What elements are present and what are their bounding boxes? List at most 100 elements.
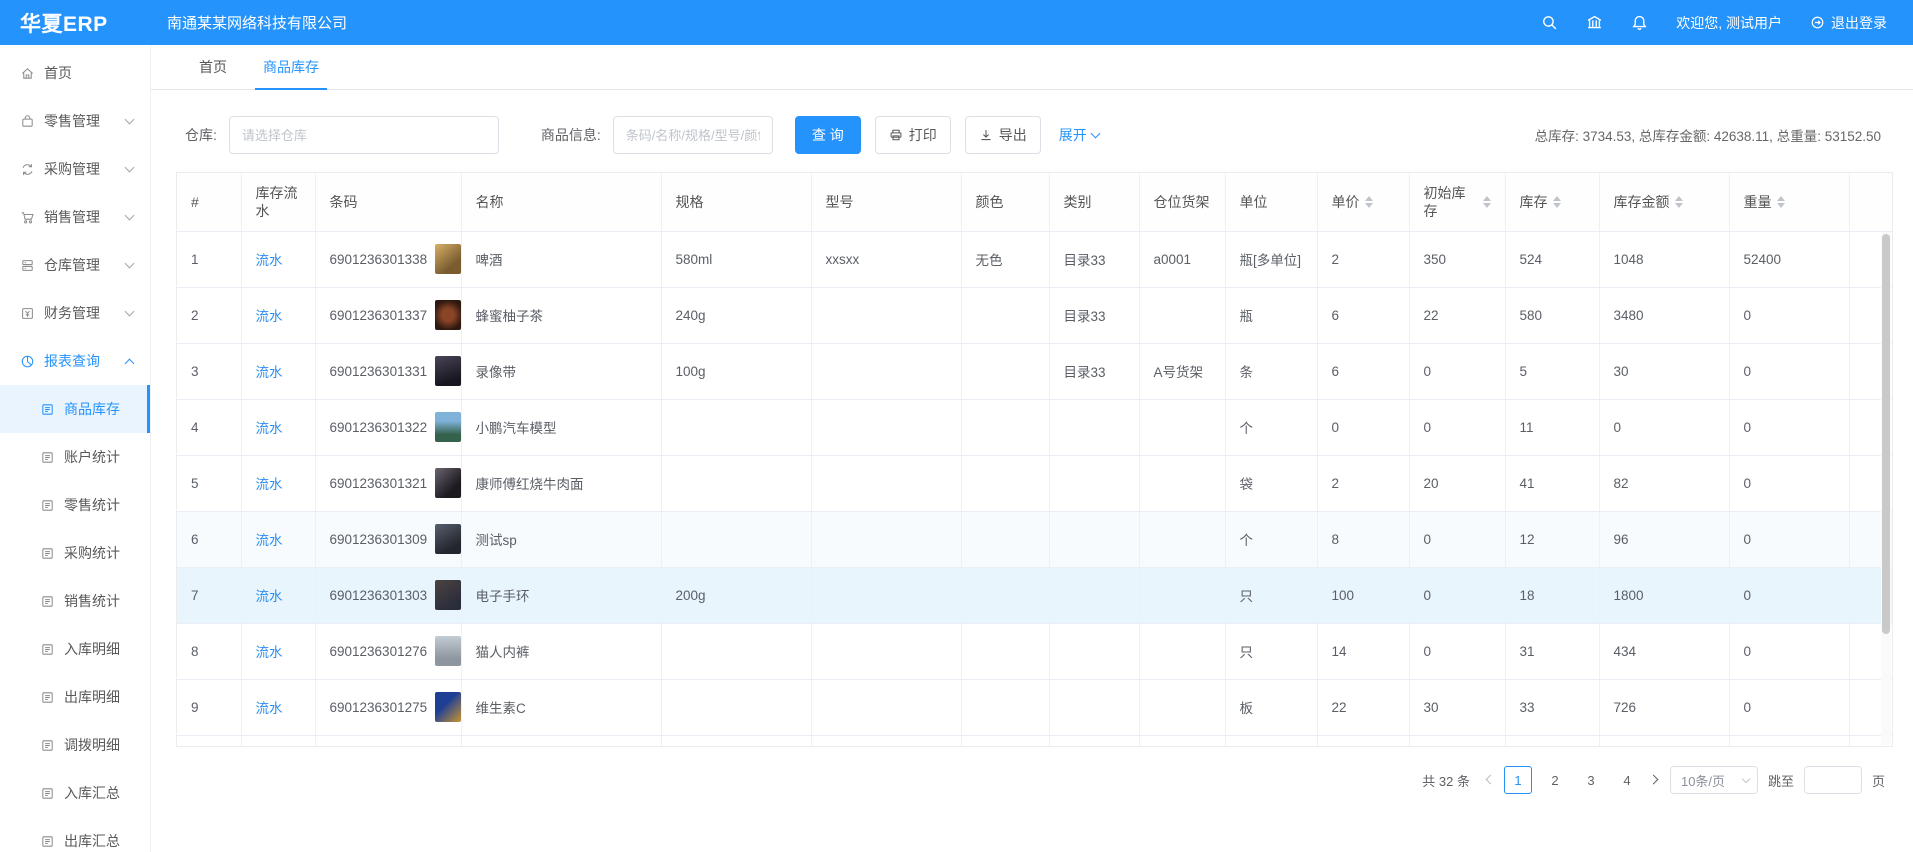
search-icon[interactable] — [1541, 14, 1558, 31]
stock-flow-link[interactable]: 流水 — [255, 701, 283, 716]
sidebar-menu-icon — [20, 162, 35, 177]
stock-flow-link[interactable]: 流水 — [255, 253, 283, 268]
column-header[interactable]: 库存流水 — [241, 173, 316, 232]
prev-page-button[interactable] — [1484, 774, 1496, 785]
sidebar-submenu-item[interactable]: 调拨明细 — [0, 721, 150, 769]
sort-caret-icon[interactable] — [1364, 195, 1373, 208]
column-header[interactable]: 颜色 — [961, 173, 1050, 232]
page-number-button[interactable]: 3 — [1587, 772, 1595, 788]
column-header[interactable]: 单位 — [1225, 173, 1318, 232]
product-name: 维生素C — [461, 679, 662, 736]
jump-page-input[interactable] — [1803, 766, 1862, 794]
sidebar-menu-item[interactable]: 零售管理 — [0, 97, 150, 145]
page-size-select[interactable]: 10条/页 — [1669, 766, 1758, 794]
sidebar-menu-item[interactable]: 采购管理 — [0, 145, 150, 193]
product-category: 目录33 — [1049, 231, 1140, 288]
page-number-button[interactable]: 2 — [1551, 772, 1559, 788]
welcome-user-text: 欢迎您, 测试用户 — [1676, 14, 1782, 31]
filter-bar: 仓库: 商品信息: 查 询 打印 导出 展开 — [185, 115, 1883, 155]
stock-flow-link[interactable]: 流水 — [255, 589, 283, 604]
sidebar-submenu-item[interactable]: 出库明细 — [0, 673, 150, 721]
page-number-button[interactable]: 4 — [1623, 772, 1631, 788]
sidebar-menu-item[interactable]: 仓库管理 — [0, 241, 150, 289]
column-header[interactable]: 条码 — [315, 173, 462, 232]
column-header[interactable]: 型号 — [811, 173, 962, 232]
table-row[interactable]: 6 流水 6901236301309 测试sp 个 8 — [177, 511, 1892, 568]
product-thumbnail[interactable] — [435, 636, 460, 666]
stock-flow-link[interactable]: 流水 — [255, 645, 283, 660]
sidebar-menu-item[interactable]: 销售管理 — [0, 193, 150, 241]
sidebar-menu-item[interactable]: 报表查询 — [0, 337, 150, 385]
sort-caret-icon[interactable] — [1482, 195, 1491, 208]
sidebar-menu-item[interactable]: 财务管理 — [0, 289, 150, 337]
sidebar-submenu-item[interactable]: 商品库存 — [0, 385, 150, 433]
print-button[interactable]: 打印 — [874, 116, 951, 154]
product-category — [1049, 735, 1140, 746]
product-thumbnail[interactable] — [435, 244, 460, 274]
product-info-input[interactable] — [612, 116, 773, 154]
column-header[interactable]: 类别 — [1049, 173, 1140, 232]
sidebar-submenu-item[interactable]: 账户统计 — [0, 433, 150, 481]
sidebar-menu-item[interactable]: 首页 — [0, 49, 150, 97]
row-index: 5 — [177, 455, 242, 512]
sidebar-submenu-item[interactable]: 入库汇总 — [0, 769, 150, 817]
column-header[interactable]: 库存 — [1505, 173, 1600, 232]
platform-icon[interactable] — [1586, 14, 1603, 31]
stock-flow-link[interactable]: 流水 — [255, 477, 283, 492]
sidebar-submenu-item[interactable]: 采购统计 — [0, 529, 150, 577]
stock-flow-link[interactable]: 流水 — [255, 421, 283, 436]
column-header[interactable]: 单价 — [1317, 173, 1410, 232]
table-row[interactable]: 7 流水 6901236301303 电子手环 200g 只 10 — [177, 567, 1892, 624]
warehouse-select-input[interactable] — [228, 116, 499, 154]
column-header[interactable]: 初始库存 — [1409, 173, 1506, 232]
stock-flow-link[interactable]: 流水 — [255, 365, 283, 380]
page-tab[interactable]: 首页 — [181, 45, 245, 89]
export-button[interactable]: 导出 — [964, 116, 1041, 154]
product-thumbnail[interactable] — [435, 412, 460, 442]
page-number-button[interactable]: 1 — [1503, 766, 1532, 794]
table-row[interactable]: 3 流水 6901236301331 录像带 100g 目录33 A号货架 条 — [177, 343, 1892, 400]
sidebar-submenu-item[interactable]: 出库汇总 — [0, 817, 150, 852]
column-header-label: 库存金额 — [1613, 193, 1670, 210]
expand-filters-link[interactable]: 展开 — [1059, 125, 1101, 145]
next-page-button[interactable] — [1648, 774, 1660, 785]
product-thumbnail[interactable] — [435, 300, 460, 330]
column-header[interactable]: 库存金额 — [1599, 173, 1730, 232]
logout-button[interactable]: 退出登录 — [1810, 13, 1887, 33]
column-header[interactable]: # — [177, 173, 242, 232]
product-name: 录像带 — [461, 343, 662, 400]
sort-caret-icon[interactable] — [1552, 195, 1561, 208]
unit-price: 0 — [1317, 399, 1410, 456]
page-tab[interactable]: 商品库存 — [245, 45, 337, 90]
sidebar-submenu-item[interactable]: 销售统计 — [0, 577, 150, 625]
product-thumbnail[interactable] — [435, 692, 460, 722]
column-header[interactable]: 仓位货架 — [1139, 173, 1226, 232]
table-row[interactable]: 8 流水 6901236301276 猫人内裤 只 14 — [177, 623, 1892, 680]
sort-caret-icon[interactable] — [1674, 195, 1683, 208]
product-thumbnail[interactable] — [435, 468, 460, 498]
notification-bell-icon[interactable] — [1631, 14, 1648, 31]
stock-amount: 726 — [1599, 679, 1730, 736]
sidebar-submenu-item[interactable]: 入库明细 — [0, 625, 150, 673]
table-row[interactable]: 2 流水 6901236301337 蜂蜜柚子茶 240g 目录33 瓶 — [177, 287, 1892, 344]
table-row[interactable]: 4 流水 6901236301322 小鹏汽车模型 个 0 — [177, 399, 1892, 456]
product-thumbnail[interactable] — [435, 524, 460, 554]
table-row[interactable]: 5 流水 6901236301321 康师傅红烧牛肉面 袋 2 — [177, 455, 1892, 512]
product-thumbnail[interactable] — [435, 580, 460, 610]
column-header[interactable]: 规格 — [661, 173, 812, 232]
column-header-label: # — [191, 193, 199, 210]
table-row[interactable]: 1 流水 6901236301338 啤酒 580ml xxsxx 无色 目录3… — [177, 231, 1892, 288]
table-row[interactable]: 9 流水 6901236301275 维生素C 板 22 — [177, 679, 1892, 736]
row-index: 4 — [177, 399, 242, 456]
column-header[interactable]: 名称 — [461, 173, 662, 232]
stock-flow-link[interactable]: 流水 — [255, 533, 283, 548]
column-header[interactable]: 重量 — [1729, 173, 1850, 232]
sidebar-submenu-item[interactable]: 零售统计 — [0, 481, 150, 529]
sort-caret-icon[interactable] — [1776, 195, 1785, 208]
table-scrollbar-thumb[interactable] — [1882, 234, 1890, 634]
table-row[interactable]: 10 流水 6901236301274 — [177, 735, 1892, 746]
product-thumbnail[interactable] — [435, 356, 460, 386]
stock-flow-link[interactable]: 流水 — [255, 309, 283, 324]
table-scrollbar-track[interactable] — [1881, 232, 1891, 745]
search-button[interactable]: 查 询 — [794, 116, 861, 154]
